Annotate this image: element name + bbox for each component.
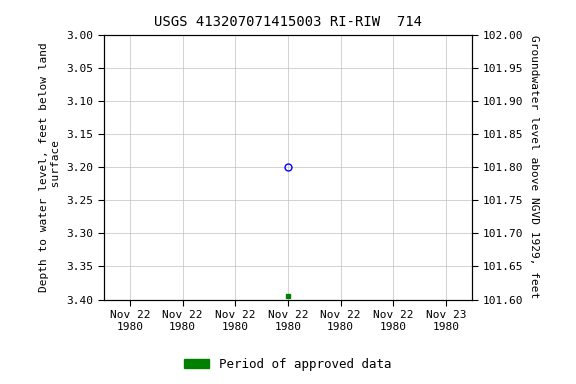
Title: USGS 413207071415003 RI-RIW  714: USGS 413207071415003 RI-RIW 714 <box>154 15 422 29</box>
Y-axis label: Groundwater level above NGVD 1929, feet: Groundwater level above NGVD 1929, feet <box>529 35 539 299</box>
Legend: Period of approved data: Period of approved data <box>179 353 397 376</box>
Y-axis label: Depth to water level, feet below land
 surface: Depth to water level, feet below land su… <box>39 42 60 292</box>
